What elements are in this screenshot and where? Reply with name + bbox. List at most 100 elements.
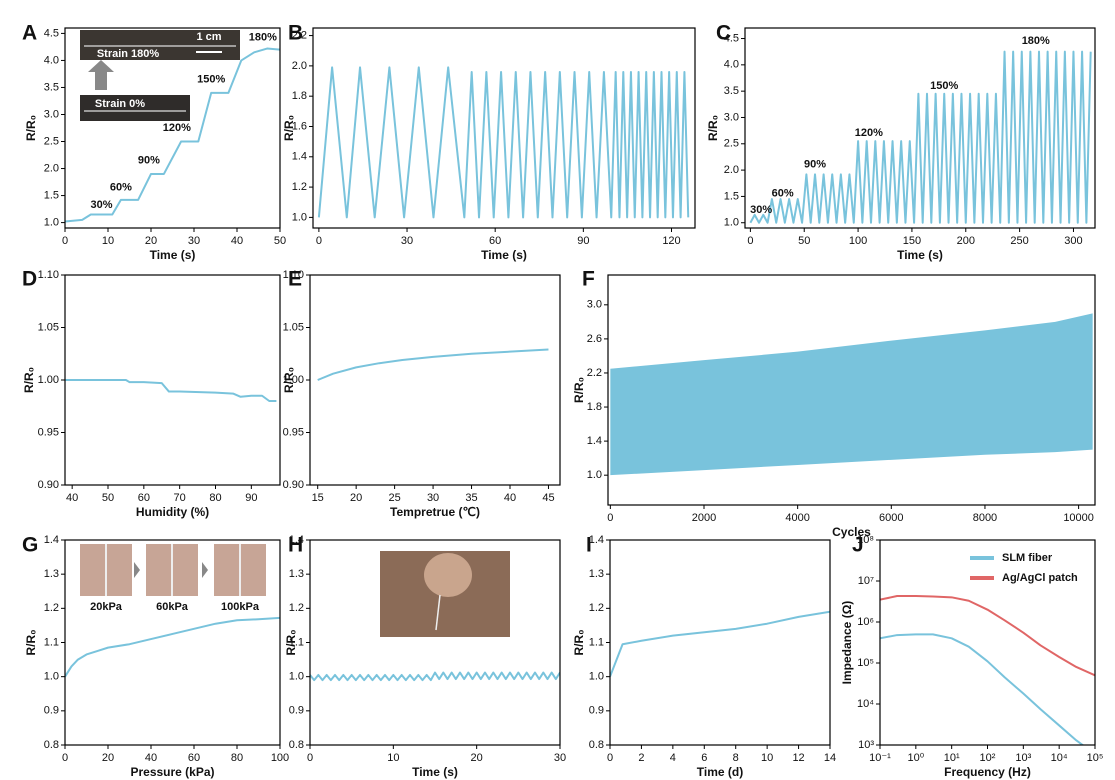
y-tick-label: 2.0	[44, 162, 59, 174]
y-tick-label: 1.05	[38, 321, 59, 333]
y-tick-label: 0.8	[44, 739, 59, 751]
y-tick-label: 3.0	[724, 111, 739, 123]
x-tick-label: 4000	[785, 512, 809, 524]
panel-letter: H	[288, 534, 303, 557]
plot-area	[310, 673, 560, 681]
y-axis-title: R/R₀	[282, 367, 296, 393]
y-tick-label: 1.2	[589, 602, 604, 614]
y-tick-label: 2.0	[724, 164, 739, 176]
x-tick-label: 40	[504, 492, 516, 504]
panel-letter: F	[582, 268, 595, 291]
y-tick-label: 2.5	[44, 135, 59, 147]
y-tick-label: 2.0	[292, 60, 307, 72]
x-tick-label: 90	[577, 235, 589, 247]
x-tick-label: 10⁰	[908, 752, 925, 764]
panel: 152025303540450.900.951.001.051.10Tempre…	[282, 268, 560, 520]
x-tick-label: 10²	[980, 752, 996, 764]
y-tick-label: 0.9	[289, 705, 304, 717]
plot-area	[319, 67, 688, 217]
inset-label: 1 cm	[196, 31, 221, 43]
annotation: 30%	[91, 199, 113, 211]
legend-label: Ag/AgCl patch	[1002, 572, 1078, 584]
y-tick-label: 1.3	[44, 568, 59, 580]
plot-area	[65, 618, 280, 677]
x-tick-label: 10000	[1063, 512, 1094, 524]
x-tick-label: 0	[62, 752, 68, 764]
inset-label: 100kPa	[221, 601, 260, 613]
x-axis-title: Pressure (kPa)	[130, 765, 214, 779]
plot-frame	[880, 540, 1095, 745]
x-tick-label: 30	[401, 235, 413, 247]
x-tick-label: 10	[761, 752, 773, 764]
y-tick-label: 3.5	[724, 85, 739, 97]
x-tick-label: 30	[427, 492, 439, 504]
x-tick-label: 4	[670, 752, 676, 764]
arrow	[134, 562, 140, 578]
y-axis-title: R/R₀	[572, 629, 586, 655]
y-tick-label: 1.0	[587, 469, 602, 481]
legend-label: SLM fiber	[1002, 552, 1053, 564]
y-tick-label: 10⁴	[857, 698, 874, 710]
inset-label: 60kPa	[156, 601, 189, 613]
y-tick-label: 0.95	[38, 426, 59, 438]
y-tick-label: 0.90	[283, 479, 304, 491]
plot-area	[750, 52, 1090, 223]
y-tick-label: 1.4	[44, 534, 59, 546]
x-tick-label: 10¹	[944, 752, 960, 764]
x-tick-label: 80	[209, 492, 221, 504]
y-axis-title: R/R₀	[572, 377, 586, 403]
y-tick-label: 1.0	[724, 217, 739, 229]
y-tick-label: 1.0	[292, 211, 307, 223]
y-tick-label: 1.05	[283, 321, 304, 333]
y-tick-label: 1.3	[589, 568, 604, 580]
y-axis-title: R/R₀	[706, 115, 720, 141]
data-line	[880, 634, 1095, 754]
data-line	[750, 52, 1090, 223]
y-tick-label: 1.2	[289, 602, 304, 614]
annotation: 180%	[249, 32, 277, 44]
photo-finger	[424, 553, 472, 597]
y-tick-label: 2.5	[724, 138, 739, 150]
x-tick-label: 60	[138, 492, 150, 504]
y-tick-label: 1.8	[587, 401, 602, 413]
y-tick-label: 3.0	[587, 299, 602, 311]
y-tick-label: 4.5	[44, 27, 59, 39]
y-tick-label: 10³	[858, 739, 874, 751]
x-tick-label: 70	[174, 492, 186, 504]
y-tick-label: 0.9	[589, 705, 604, 717]
x-tick-label: 0	[316, 235, 322, 247]
arrow	[88, 60, 114, 90]
plot-area	[318, 350, 549, 380]
annotation: 90%	[804, 159, 826, 171]
y-tick-label: 0.90	[38, 479, 59, 491]
x-tick-label: 10⁻¹	[869, 752, 891, 764]
y-tick-label: 0.95	[283, 426, 304, 438]
x-tick-label: 2	[638, 752, 644, 764]
x-tick-label: 10	[102, 235, 114, 247]
x-tick-label: 30	[188, 235, 200, 247]
x-axis-title: Frequency (Hz)	[944, 765, 1031, 779]
annotation: 180%	[1022, 35, 1050, 47]
plot-area	[610, 313, 1092, 475]
annotation: 150%	[930, 80, 958, 92]
data-line	[65, 380, 276, 401]
data-line	[318, 350, 549, 380]
x-tick-label: 40	[145, 752, 157, 764]
panel-letter: E	[288, 268, 302, 291]
annotation: 120%	[163, 122, 191, 134]
y-tick-label: 0.9	[44, 705, 59, 717]
data-line	[310, 673, 560, 681]
inset-label: 20kPa	[90, 601, 123, 613]
arrow	[202, 562, 208, 578]
y-axis-title: Impedance (Ω)	[840, 601, 854, 685]
y-axis-title: R/R₀	[24, 115, 38, 141]
x-tick-label: 300	[1064, 235, 1082, 247]
y-tick-label: 10⁷	[858, 575, 874, 587]
annotation: 150%	[197, 73, 225, 85]
panel-letter: C	[716, 22, 731, 45]
panel-letter: A	[22, 22, 37, 45]
x-tick-label: 120	[662, 235, 680, 247]
